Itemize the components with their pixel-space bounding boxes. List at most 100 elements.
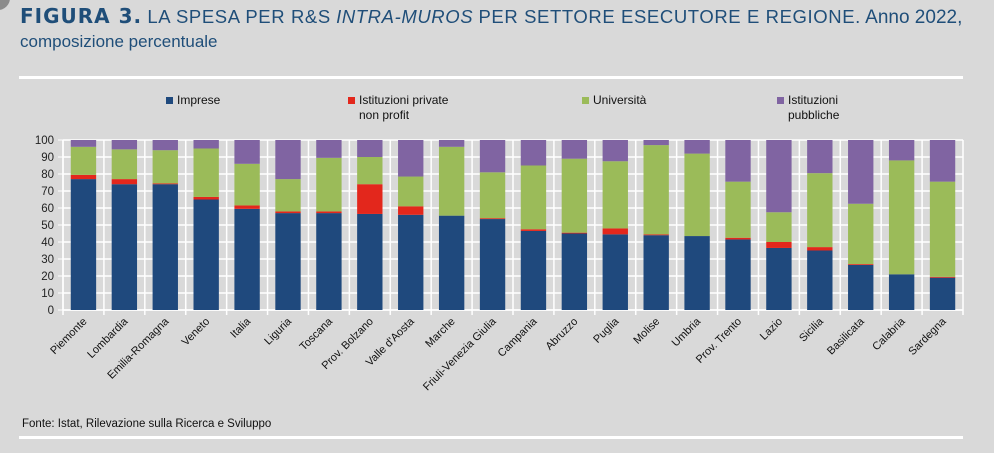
y-tick-label: 80 <box>41 169 54 181</box>
legend-label: Imprese <box>177 93 221 107</box>
x-tick-label: Italia <box>228 315 254 341</box>
bar-istituzioni-private-non-profit <box>316 211 342 214</box>
bar-universit- <box>848 203 874 265</box>
title-main: LA SPESA PER R&S <box>147 6 331 27</box>
bar-universit- <box>111 149 138 180</box>
bar-istituzioni-pubbliche <box>561 140 588 159</box>
legend-label: Università <box>593 93 647 107</box>
bar-istituzioni-pubbliche <box>398 140 424 177</box>
bar-istituzioni-pubbliche <box>888 140 915 161</box>
legend-swatch <box>777 97 784 104</box>
bar-imprese <box>684 236 710 310</box>
bar-imprese <box>520 230 547 310</box>
bar-imprese <box>152 184 178 310</box>
bar-istituzioni-private-non-profit <box>643 234 669 236</box>
x-tick-label: Sicilia <box>797 315 826 344</box>
x-tick-label: Friuli-Venezia Giulia <box>421 315 499 393</box>
legend-label: Istituzioni private <box>359 93 449 107</box>
bar-istituzioni-private-non-profit <box>152 183 178 185</box>
bar-istituzioni-private-non-profit <box>520 229 547 231</box>
bar-istituzioni-pubbliche <box>193 140 219 149</box>
bar-imprese <box>725 239 751 310</box>
bar-universit- <box>643 145 669 235</box>
y-tick-label: 10 <box>41 288 54 300</box>
bar-universit- <box>193 148 219 197</box>
bar-universit- <box>602 161 628 229</box>
bar-istituzioni-private-non-profit <box>234 205 260 209</box>
bar-istituzioni-pubbliche <box>520 140 547 166</box>
legend-label: pubbliche <box>788 108 840 122</box>
bar-istituzioni-pubbliche <box>152 140 178 151</box>
bar-imprese <box>561 233 588 310</box>
bar-istituzioni-private-non-profit <box>70 174 97 180</box>
x-tick-label: Sardegna <box>906 315 949 358</box>
bar-imprese <box>357 213 383 310</box>
corner-decoration <box>0 0 10 10</box>
y-tick-label: 60 <box>41 203 54 215</box>
bottom-rule <box>19 436 963 439</box>
x-tick-label: Marche <box>423 316 457 350</box>
bar-universit- <box>888 160 915 275</box>
legend-swatch <box>582 97 589 104</box>
bar-imprese <box>111 184 138 310</box>
y-tick-label: 50 <box>41 220 54 232</box>
bar-istituzioni-private-non-profit <box>766 242 792 248</box>
x-tick-label: Calabria <box>870 315 908 353</box>
bar-istituzioni-pubbliche <box>316 140 342 158</box>
source-note: Fonte: Istat, Rilevazione sulla Ricerca … <box>22 418 272 430</box>
bar-imprese <box>766 247 792 310</box>
bar-istituzioni-pubbliche <box>684 140 710 154</box>
legend-item: Università <box>582 93 646 108</box>
bar-istituzioni-private-non-profit <box>929 276 956 278</box>
bar-imprese <box>929 277 956 310</box>
bar-istituzioni-private-non-profit <box>807 247 833 251</box>
bar-universit- <box>70 146 97 175</box>
bar-imprese <box>70 179 97 310</box>
bar-istituzioni-pubbliche <box>357 140 383 157</box>
bar-istituzioni-pubbliche <box>807 140 833 174</box>
legend-item: Istituzioni private non profit <box>348 93 448 123</box>
bar-istituzioni-pubbliche <box>275 140 301 180</box>
bar-imprese <box>438 215 465 310</box>
legend-label: Istituzioni <box>788 93 839 107</box>
bar-imprese <box>602 234 628 310</box>
x-tick-label: Campania <box>496 315 541 360</box>
bar-istituzioni-private-non-profit <box>848 264 874 265</box>
bar-istituzioni-private-non-profit <box>561 232 588 234</box>
bar-imprese <box>888 274 915 310</box>
bar-istituzioni-private-non-profit <box>193 196 219 200</box>
bar-istituzioni-private-non-profit <box>275 211 301 214</box>
bar-universit- <box>725 181 751 238</box>
title-main-rest: PER SETTORE ESECUTORE E REGIONE. <box>478 6 861 27</box>
y-tick-label: 30 <box>41 254 54 266</box>
bar-istituzioni-pubbliche <box>766 140 792 213</box>
bar-universit- <box>520 165 547 230</box>
x-tick-label: Veneto <box>180 316 213 349</box>
bar-universit- <box>152 150 178 184</box>
legend-swatch <box>348 97 355 104</box>
bar-imprese <box>643 235 669 310</box>
bar-imprese <box>398 214 424 310</box>
bar-imprese <box>807 250 833 310</box>
legend-item: Istituzioni pubbliche <box>777 93 839 123</box>
bar-istituzioni-pubbliche <box>479 140 506 173</box>
bar-imprese <box>193 199 219 310</box>
bar-istituzioni-private-non-profit <box>602 228 628 235</box>
bar-istituzioni-private-non-profit <box>111 179 138 185</box>
legend-label: non profit <box>359 108 410 122</box>
x-tick-label: Umbria <box>670 315 704 349</box>
y-tick-label: 90 <box>41 152 54 164</box>
x-tick-label: Basilicata <box>825 315 867 357</box>
bar-universit- <box>234 163 260 206</box>
bar-istituzioni-pubbliche <box>725 140 751 182</box>
bar-istituzioni-pubbliche <box>70 140 97 147</box>
y-tick-label: 0 <box>48 305 54 317</box>
bar-universit- <box>684 153 710 237</box>
bar-universit- <box>438 146 465 216</box>
bar-universit- <box>275 179 301 212</box>
bar-istituzioni-pubbliche <box>111 140 138 150</box>
bar-imprese <box>316 213 342 310</box>
bar-istituzioni-private-non-profit <box>398 206 424 215</box>
bar-imprese <box>479 219 506 310</box>
bar-universit- <box>479 172 506 219</box>
